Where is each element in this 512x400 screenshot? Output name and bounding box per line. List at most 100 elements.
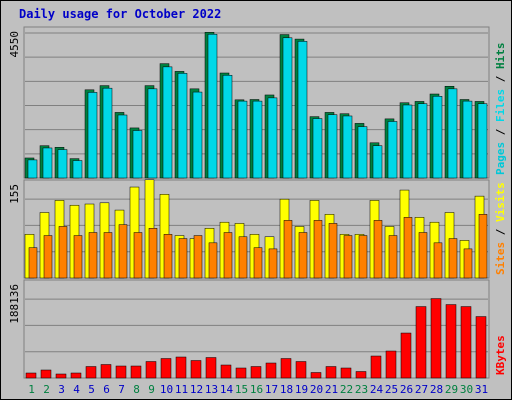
sites-bar bbox=[463, 248, 473, 279]
legend-item: Hits bbox=[494, 43, 507, 70]
sites-bar bbox=[103, 232, 113, 279]
y-max-label: 4550 bbox=[8, 31, 21, 58]
kbytes-bar bbox=[400, 332, 412, 379]
files-bar bbox=[447, 88, 458, 179]
kbytes-bar bbox=[55, 373, 67, 379]
sites-bar bbox=[28, 247, 38, 279]
legend-item: Visits bbox=[494, 182, 507, 222]
kbytes-bar bbox=[25, 372, 37, 379]
day-label: 8 bbox=[133, 383, 140, 396]
sites-bar bbox=[313, 220, 323, 279]
kbytes-bar bbox=[295, 361, 307, 379]
sites-bar bbox=[73, 235, 83, 279]
files-bar bbox=[327, 114, 338, 179]
sites-bar bbox=[268, 248, 278, 279]
sites-bar bbox=[223, 232, 233, 279]
day-label: 25 bbox=[385, 383, 398, 396]
day-label: 4 bbox=[73, 383, 80, 396]
kbytes-bar bbox=[205, 357, 217, 379]
day-label: 1 bbox=[28, 383, 35, 396]
chart-title: Daily usage for October 2022 bbox=[19, 7, 222, 21]
kbytes-bar bbox=[280, 358, 292, 379]
sites-bar bbox=[403, 217, 413, 279]
kbytes-bar bbox=[355, 371, 367, 379]
legend-item: Files bbox=[494, 89, 507, 122]
sites-bar bbox=[433, 242, 443, 279]
kbytes-bar bbox=[85, 366, 97, 379]
files-bar bbox=[207, 33, 218, 179]
sites-bar bbox=[178, 238, 188, 279]
files-bar bbox=[192, 91, 203, 179]
day-label: 2 bbox=[43, 383, 50, 396]
kbytes-bar bbox=[100, 364, 112, 379]
sites-bar bbox=[43, 235, 53, 279]
sites-bar bbox=[238, 236, 248, 279]
day-label: 10 bbox=[160, 383, 173, 396]
kbytes-bar bbox=[385, 350, 397, 379]
files-bar bbox=[357, 126, 368, 179]
files-bar bbox=[477, 103, 488, 179]
files-bar bbox=[372, 145, 383, 179]
day-label: 30 bbox=[460, 383, 473, 396]
sites-bar bbox=[193, 235, 203, 279]
sites-bar bbox=[133, 232, 143, 279]
files-bar bbox=[252, 100, 263, 179]
day-label: 11 bbox=[175, 383, 188, 396]
y-max-label: 155 bbox=[8, 184, 21, 204]
sites-bar bbox=[478, 214, 488, 279]
sites-bar bbox=[388, 235, 398, 279]
sites-bar bbox=[358, 235, 368, 279]
kbytes-bar bbox=[325, 366, 337, 379]
files-bar bbox=[147, 88, 158, 179]
files-bar bbox=[132, 130, 143, 179]
files-bar bbox=[297, 41, 308, 179]
kbytes-bar bbox=[340, 367, 352, 379]
day-label: 7 bbox=[118, 383, 125, 396]
files-bar bbox=[57, 149, 68, 179]
sites-bar bbox=[283, 220, 293, 279]
files-bar bbox=[342, 115, 353, 179]
legend-item: KBytes bbox=[494, 335, 507, 375]
legend-kbytes: KBytes bbox=[494, 335, 507, 375]
sites-bar bbox=[298, 232, 308, 279]
day-label: 21 bbox=[325, 383, 338, 396]
day-label: 20 bbox=[310, 383, 323, 396]
kbytes-bar bbox=[160, 358, 172, 379]
sites-bar bbox=[118, 224, 128, 279]
legend-separator: / bbox=[494, 222, 507, 242]
day-label: 14 bbox=[220, 383, 234, 396]
files-bar bbox=[162, 66, 173, 179]
files-bar bbox=[27, 159, 38, 179]
legend-item: Sites bbox=[494, 242, 507, 275]
legend-visits: Sites / Visits bbox=[494, 182, 507, 275]
files-bar bbox=[417, 103, 428, 179]
day-label: 24 bbox=[370, 383, 384, 396]
day-label: 15 bbox=[235, 383, 248, 396]
legend-separator: / bbox=[494, 69, 507, 89]
files-bar bbox=[72, 160, 83, 179]
sites-bar bbox=[208, 242, 218, 279]
kbytes-bar bbox=[130, 365, 142, 379]
sites-bar bbox=[343, 235, 353, 279]
day-label: 6 bbox=[103, 383, 110, 396]
files-bar bbox=[267, 97, 278, 179]
day-label: 23 bbox=[355, 383, 368, 396]
kbytes-bar bbox=[265, 362, 277, 379]
sites-bar bbox=[253, 247, 263, 279]
day-label: 13 bbox=[205, 383, 218, 396]
files-bar bbox=[222, 75, 233, 179]
files-bar bbox=[87, 92, 98, 179]
day-label: 12 bbox=[190, 383, 203, 396]
files-bar bbox=[282, 37, 293, 179]
files-bar bbox=[42, 147, 53, 179]
kbytes-bar bbox=[415, 306, 427, 379]
kbytes-bar bbox=[310, 372, 322, 379]
sites-bar bbox=[418, 232, 428, 279]
day-label: 28 bbox=[430, 383, 443, 396]
legend-traffic: Pages / Files / Hits bbox=[494, 43, 507, 176]
kbytes-bar bbox=[460, 306, 472, 379]
day-label: 29 bbox=[445, 383, 458, 396]
kbytes-bar bbox=[190, 360, 202, 379]
legend-separator: / bbox=[494, 122, 507, 142]
day-label: 16 bbox=[250, 383, 263, 396]
